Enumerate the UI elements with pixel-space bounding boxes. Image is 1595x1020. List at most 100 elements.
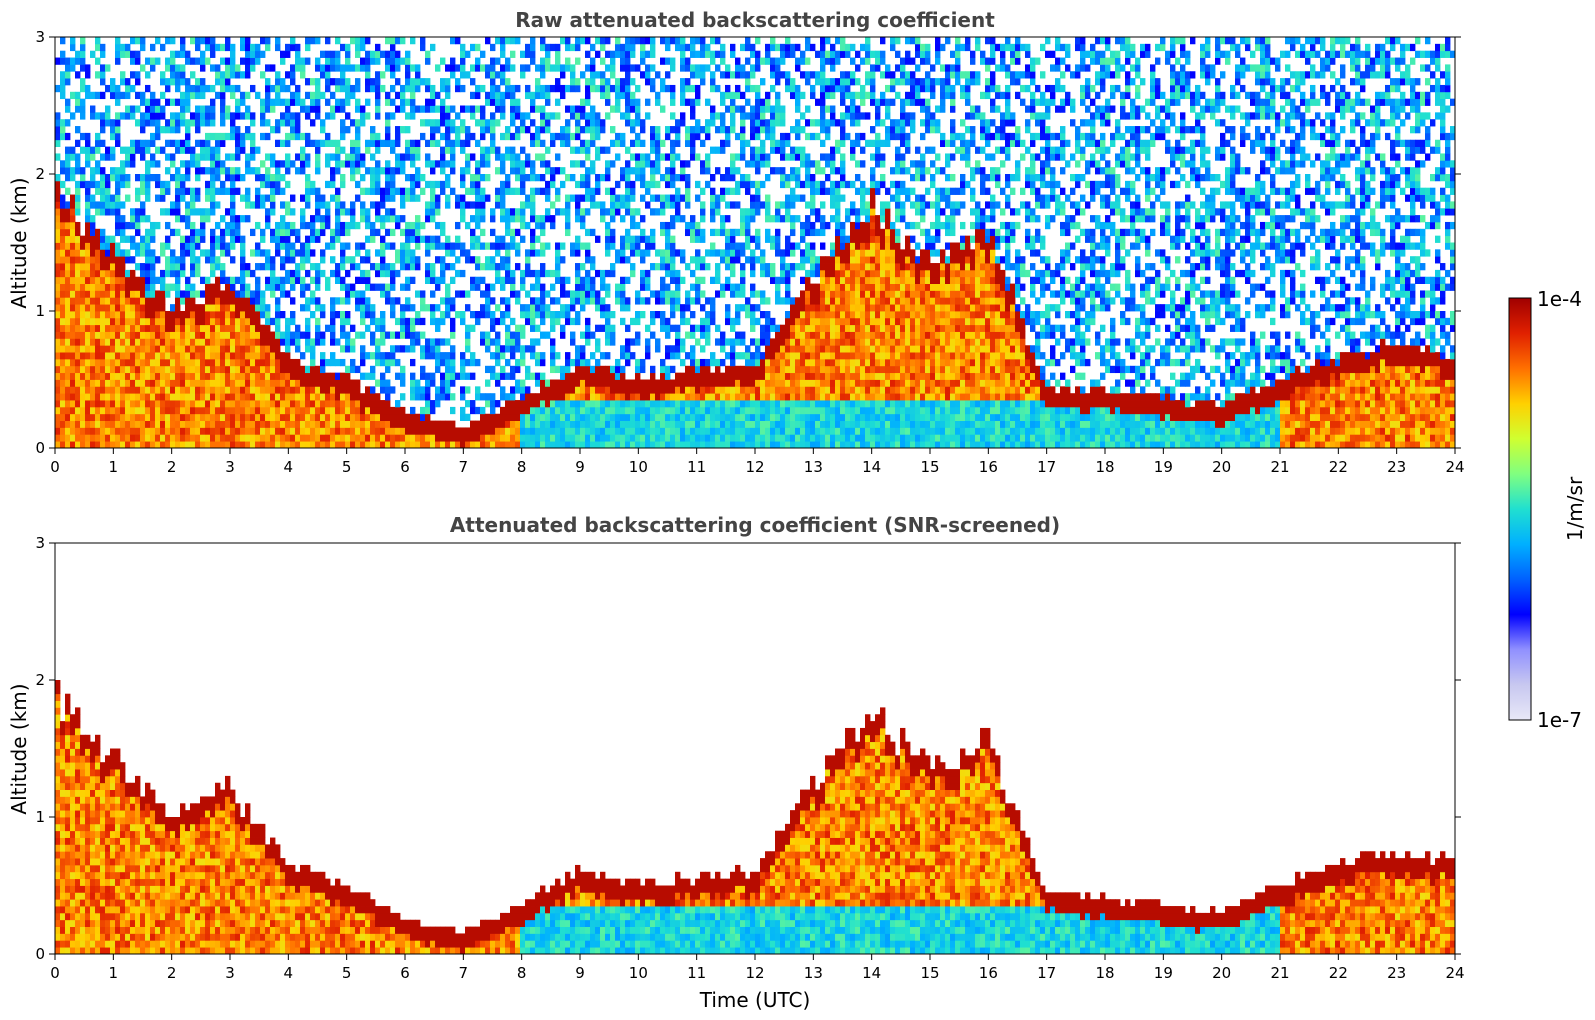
heatmap-cell bbox=[390, 358, 396, 367]
heatmap-cell bbox=[665, 420, 671, 428]
heatmap-cell bbox=[140, 386, 146, 394]
heatmap-cell bbox=[530, 283, 536, 291]
heatmap-cell bbox=[625, 57, 631, 65]
heatmap-cell bbox=[445, 91, 451, 100]
heatmap-cell bbox=[185, 379, 191, 387]
heatmap-cell bbox=[340, 132, 346, 141]
heatmap-cell bbox=[390, 167, 396, 175]
heatmap-cell bbox=[565, 358, 571, 367]
heatmap-cell bbox=[615, 105, 621, 113]
heatmap-cell bbox=[520, 235, 526, 243]
heatmap-cell bbox=[210, 269, 216, 278]
heatmap-cell bbox=[480, 174, 486, 182]
heatmap-cell bbox=[555, 276, 561, 284]
heatmap-cell bbox=[645, 187, 651, 195]
heatmap-cell bbox=[340, 345, 346, 353]
heatmap-cell bbox=[185, 297, 191, 305]
heatmap-cell bbox=[70, 400, 76, 408]
heatmap-cell bbox=[150, 338, 156, 346]
heatmap-cell bbox=[110, 400, 116, 408]
heatmap-cell bbox=[540, 413, 546, 421]
heatmap-cell bbox=[610, 105, 616, 113]
heatmap-cell bbox=[80, 393, 86, 401]
heatmap-cell bbox=[400, 201, 406, 209]
heatmap-cell bbox=[245, 304, 251, 312]
heatmap-cell bbox=[280, 434, 286, 442]
heatmap-cell bbox=[105, 420, 111, 428]
heatmap-cell bbox=[260, 132, 266, 141]
heatmap-cell bbox=[305, 365, 311, 374]
heatmap-cell bbox=[515, 112, 521, 120]
heatmap-cell bbox=[285, 221, 291, 230]
heatmap-cell bbox=[485, 365, 491, 374]
heatmap-cell bbox=[90, 352, 96, 360]
heatmap-cell bbox=[410, 146, 416, 154]
heatmap-cell bbox=[295, 413, 301, 421]
heatmap-cell bbox=[630, 420, 636, 428]
heatmap-cell bbox=[300, 146, 306, 154]
heatmap-cell bbox=[460, 167, 466, 175]
heatmap-cell bbox=[380, 215, 386, 223]
heatmap-cell bbox=[290, 160, 296, 168]
heatmap-cell bbox=[465, 372, 471, 380]
heatmap-cell bbox=[565, 119, 571, 127]
heatmap-cell bbox=[560, 379, 566, 387]
heatmap-cell bbox=[75, 167, 81, 175]
heatmap-cell bbox=[320, 406, 326, 415]
heatmap-cell bbox=[530, 57, 536, 65]
heatmap-cell bbox=[95, 249, 101, 257]
heatmap-cell bbox=[230, 153, 236, 161]
heatmap-cell bbox=[365, 208, 371, 216]
heatmap-cell bbox=[510, 91, 516, 100]
heatmap-cell bbox=[505, 297, 511, 305]
heatmap-cell bbox=[145, 406, 151, 415]
heatmap-cell bbox=[435, 276, 441, 284]
heatmap-cell bbox=[645, 71, 651, 79]
heatmap-cell bbox=[380, 71, 386, 79]
heatmap-cell bbox=[670, 365, 676, 374]
heatmap-cell bbox=[510, 434, 516, 442]
heatmap-cell bbox=[375, 263, 381, 271]
heatmap-cell bbox=[115, 112, 121, 120]
heatmap-cell bbox=[90, 221, 96, 230]
heatmap-cell bbox=[260, 290, 266, 298]
heatmap-cell bbox=[555, 208, 561, 216]
heatmap-cell bbox=[85, 297, 91, 305]
heatmap-cell bbox=[630, 180, 636, 189]
heatmap-cell bbox=[335, 160, 341, 168]
heatmap-cell bbox=[225, 290, 231, 298]
heatmap-cell bbox=[205, 358, 211, 367]
heatmap-cell bbox=[390, 215, 396, 223]
heatmap-cell bbox=[670, 84, 676, 93]
heatmap-cell bbox=[585, 317, 591, 326]
heatmap-cell bbox=[635, 221, 641, 230]
heatmap-cell bbox=[620, 50, 626, 58]
heatmap-cell bbox=[405, 304, 411, 312]
heatmap-cell bbox=[470, 434, 476, 442]
heatmap-cell bbox=[455, 434, 461, 442]
heatmap-cell bbox=[325, 215, 331, 223]
heatmap-cell bbox=[130, 434, 136, 442]
heatmap-cell bbox=[245, 406, 251, 415]
heatmap-cell bbox=[675, 290, 681, 298]
heatmap-cell bbox=[555, 50, 561, 58]
heatmap-cell bbox=[160, 276, 166, 284]
heatmap-cell bbox=[85, 283, 91, 291]
heatmap-cell bbox=[630, 413, 636, 421]
heatmap-cell bbox=[490, 441, 496, 449]
heatmap-cell bbox=[175, 400, 181, 408]
heatmap-cell bbox=[365, 235, 371, 243]
heatmap-cell bbox=[545, 91, 551, 100]
heatmap-cell bbox=[405, 98, 411, 106]
heatmap-cell bbox=[240, 112, 246, 120]
heatmap-cell bbox=[170, 372, 176, 380]
heatmap-cell bbox=[605, 413, 611, 421]
heatmap-cell bbox=[200, 338, 206, 346]
heatmap-cell bbox=[620, 215, 626, 223]
heatmap-cell bbox=[500, 43, 506, 52]
heatmap-cell bbox=[625, 105, 631, 113]
heatmap-cell bbox=[140, 304, 146, 312]
heatmap-cell bbox=[65, 386, 71, 394]
heatmap-cell bbox=[550, 352, 556, 360]
heatmap-cell bbox=[580, 98, 586, 106]
